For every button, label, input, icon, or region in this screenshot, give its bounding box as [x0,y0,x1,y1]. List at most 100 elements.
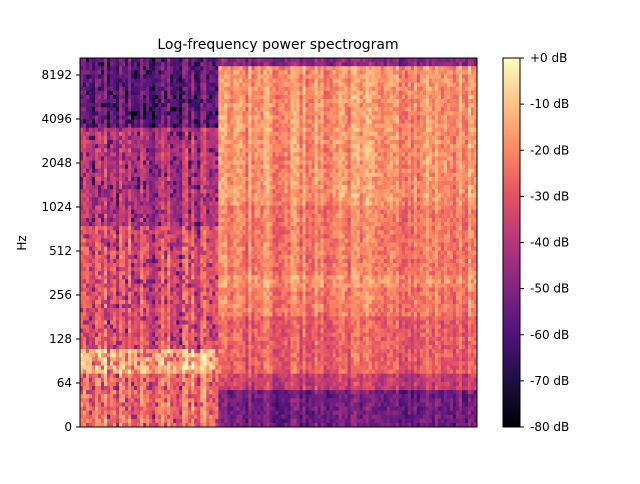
heatmap-cell [119,115,123,120]
heatmap-cell [128,349,132,354]
heatmap-cell [95,111,99,116]
heatmap-cell [179,193,183,198]
heatmap-cell [158,213,162,219]
heatmap-cell [143,320,147,325]
heatmap-cell [140,361,144,366]
heatmap-cell [188,160,192,165]
heatmap-cell [92,361,96,366]
heatmap-cell [143,168,147,174]
heatmap-cell [128,402,132,407]
heatmap-cell [137,291,141,297]
heatmap-cell [245,66,249,71]
heatmap-cell [170,107,174,112]
heatmap-cell [83,312,87,317]
heatmap-cell [119,135,123,141]
heatmap-cell [203,193,207,198]
heatmap-cell [194,381,198,387]
heatmap-cell [200,66,204,71]
heatmap-cell [197,394,201,399]
heatmap-cell [140,263,144,268]
heatmap-cell [86,58,90,63]
heatmap-cell [176,144,180,149]
heatmap-cell [194,144,198,149]
heatmap-cell [89,369,93,375]
heatmap-cell [230,238,234,243]
heatmap-cell [86,295,90,301]
heatmap-cell [212,258,216,264]
heatmap-cell [86,144,90,149]
heatmap-cell [125,197,129,202]
heatmap-cell [194,398,198,403]
heatmap-cell [224,369,228,375]
heatmap-cell [215,201,219,206]
heatmap-cell [131,115,135,120]
heatmap-cell [173,197,177,202]
heatmap-cell [131,144,135,149]
heatmap-cell [158,406,162,411]
heatmap-cell [188,246,192,252]
heatmap-cell [164,369,168,375]
heatmap-cell [83,62,87,67]
heatmap-cell [125,414,129,420]
heatmap-cell [98,316,102,321]
heatmap-cell [101,103,105,108]
heatmap-cell [104,414,108,420]
heatmap-cell [218,103,222,108]
heatmap-cell [128,213,132,219]
heatmap-cell [191,254,195,260]
heatmap-cell [122,295,126,301]
heatmap-cell [113,115,117,120]
heatmap-cell [227,320,231,325]
heatmap-cell [188,279,192,284]
heatmap-cell [92,209,96,215]
heatmap-cell [146,74,150,79]
heatmap-cell [206,164,210,170]
heatmap-cell [137,119,141,124]
heatmap-cell [209,291,213,297]
heatmap-cell [140,181,144,186]
heatmap-cell [227,164,231,170]
heatmap-cell [107,234,111,239]
heatmap-cell [125,394,129,399]
heatmap-cell [209,226,213,231]
heatmap-cell [215,373,219,379]
heatmap-cell [149,152,153,157]
heatmap-cell [80,410,84,416]
heatmap-cell [182,386,186,391]
heatmap-cell [224,406,228,411]
heatmap-cell [95,131,99,137]
heatmap-cell [143,164,147,170]
heatmap-cell [128,386,132,391]
heatmap-cell [227,324,231,329]
heatmap-cell [206,271,210,276]
heatmap-cell [200,275,204,280]
heatmap-cell [173,279,177,284]
heatmap-cell [218,226,222,231]
heatmap-cell [80,99,84,104]
heatmap-cell [173,377,177,383]
heatmap-cell [212,271,216,276]
heatmap-cell [113,312,117,317]
heatmap-cell [200,197,204,202]
heatmap-cell [137,373,141,379]
heatmap-cell [92,111,96,116]
heatmap-cell [137,86,141,92]
heatmap-cell [239,99,243,104]
heatmap-cell [158,320,162,325]
heatmap-cell [236,222,240,227]
heatmap-cell [146,287,150,293]
heatmap-cell [164,377,168,383]
heatmap-cell [128,160,132,165]
heatmap-cell [188,406,192,411]
heatmap-cell [104,320,108,325]
heatmap-cell [188,308,192,313]
heatmap-cell [146,213,150,219]
heatmap-cell [128,123,132,129]
heatmap-cell [140,328,144,334]
heatmap-cell [215,230,219,235]
heatmap-cell [182,361,186,366]
heatmap-cell [80,418,84,424]
heatmap-cell [152,197,156,202]
heatmap-cell [182,222,186,227]
heatmap-cell [137,357,141,362]
